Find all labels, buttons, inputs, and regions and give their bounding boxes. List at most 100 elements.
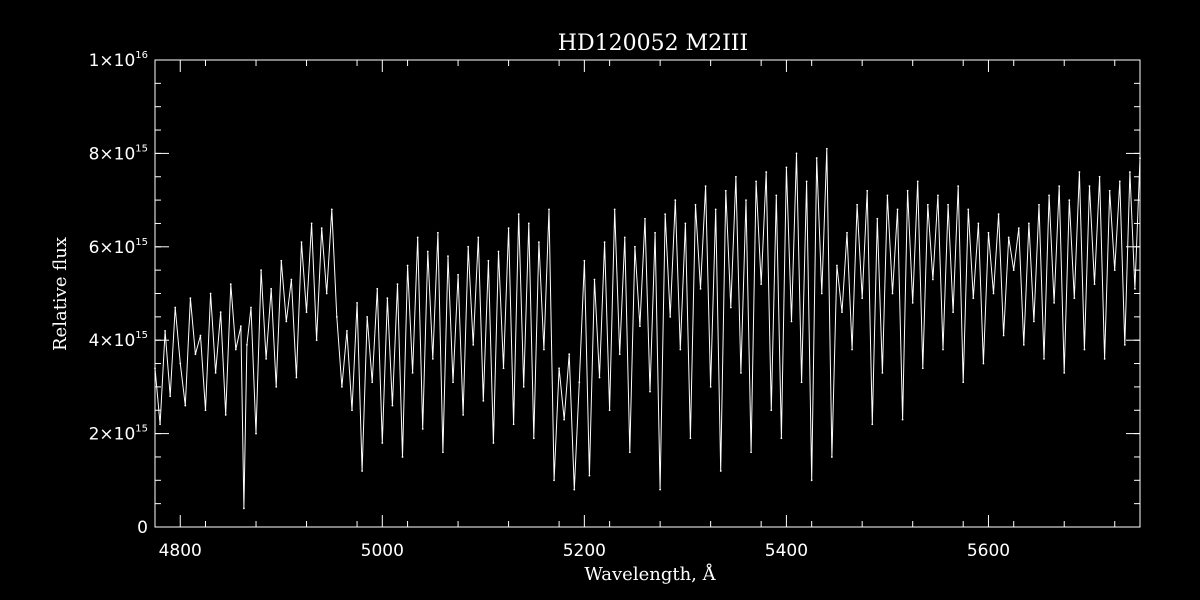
- spectrum-point: [714, 208, 717, 211]
- spectrum-point: [239, 325, 242, 328]
- spectrum-point: [1113, 269, 1116, 272]
- spectrum-point: [502, 367, 505, 370]
- spectrum-point: [659, 488, 662, 491]
- spectrum-point: [654, 231, 656, 234]
- spectrum-point: [548, 208, 550, 211]
- spectrum-point: [361, 470, 364, 472]
- spectrum-point: [598, 376, 601, 379]
- spectrum-point: [795, 152, 798, 155]
- spectrum-point: [553, 479, 555, 482]
- spectrum-point: [805, 180, 808, 183]
- spectrum-point: [452, 381, 454, 384]
- spectrum-point: [366, 315, 369, 318]
- spectrum-point: [563, 418, 566, 421]
- spectrum-point: [472, 343, 475, 346]
- spectrum-point: [583, 259, 586, 262]
- spectrum-point: [487, 259, 490, 262]
- spectrum-point: [371, 381, 374, 384]
- spectrum-point: [1093, 283, 1096, 286]
- spectrum-point: [224, 414, 227, 416]
- spectrum-point: [265, 357, 268, 360]
- spectrum-point: [462, 414, 465, 416]
- spectrum-point: [916, 180, 919, 183]
- spectrum-point: [204, 409, 207, 412]
- spectrum-point: [1083, 348, 1086, 351]
- spectrum-point: [785, 166, 788, 169]
- spectrum-point: [1098, 175, 1101, 178]
- spectrum-point: [593, 278, 596, 281]
- spectrum-point: [522, 386, 525, 388]
- spectrum-point: [699, 287, 702, 290]
- spectrum-point: [436, 231, 439, 234]
- spectrum-point: [1088, 185, 1091, 187]
- y-tick-label: 2×1015: [89, 424, 148, 445]
- spectrum-point: [260, 269, 262, 272]
- spectrum-point: [381, 442, 384, 444]
- spectrum-point: [740, 371, 742, 374]
- spectrum-point: [1002, 334, 1005, 337]
- spectrum-point: [820, 292, 823, 295]
- spectrum-point: [1123, 343, 1126, 346]
- spectrum-point: [846, 231, 848, 234]
- spectrum-point: [447, 255, 449, 258]
- spectrum-point: [1053, 301, 1056, 304]
- spectrum-point: [729, 306, 732, 309]
- spectrum-point: [164, 329, 167, 332]
- y-axis-ticks: 0 2×1015 4×1015 6×1015 8×1015 1×1016: [89, 50, 1140, 538]
- spectrum-point: [891, 292, 894, 295]
- spectrum-point: [921, 367, 924, 370]
- spectrum-point: [573, 488, 576, 491]
- spectrum-point: [836, 264, 838, 267]
- spectrum-point: [618, 353, 621, 356]
- spectrum-point: [517, 213, 520, 216]
- spectrum-point: [532, 437, 535, 440]
- spectrum-point: [724, 189, 727, 192]
- spectrum-point: [886, 194, 889, 197]
- spectrum-point: [305, 311, 308, 314]
- spectrum-point: [825, 147, 828, 150]
- spectrum-point: [497, 250, 500, 253]
- spectrum-point: [608, 409, 611, 412]
- spectrum-point: [315, 339, 318, 342]
- spectrum-point: [1128, 171, 1131, 173]
- y-tick-label: 4×1015: [89, 330, 148, 351]
- x-axis-ticks: 4800 5000 5200 5400 5600: [154, 60, 1116, 561]
- spectrum-point: [684, 222, 687, 225]
- spectrum-point: [830, 456, 833, 458]
- spectrum-point: [896, 208, 899, 211]
- spectrum-point: [558, 367, 561, 370]
- spectrum-point: [492, 442, 495, 444]
- spectrum-point: [325, 292, 328, 295]
- spectrum-point: [800, 381, 803, 384]
- spectrum-point: [815, 157, 818, 159]
- chart-title: HD120052 M2III: [558, 31, 748, 56]
- spectrum-point: [376, 287, 379, 290]
- spectrum-point: [810, 479, 813, 482]
- spectrum-point: [386, 297, 389, 300]
- y-tick-label: 8×1015: [89, 143, 148, 164]
- spectrum-point: [709, 386, 712, 388]
- spectrum-series: [154, 147, 1141, 510]
- spectrum-point: [255, 432, 257, 435]
- spectrum-point: [644, 217, 646, 220]
- spectrum-point: [507, 227, 510, 230]
- spectrum-point: [997, 213, 1000, 216]
- spectrum-point: [664, 213, 667, 216]
- y-tick-exponent: 15: [135, 330, 148, 341]
- y-tick-exponent: 15: [135, 143, 148, 154]
- spectrum-point: [1022, 343, 1025, 346]
- spectrum-point: [750, 451, 752, 454]
- spectrum-point: [1033, 320, 1035, 323]
- spectrum-point: [669, 315, 672, 318]
- spectrum-point: [246, 343, 248, 346]
- spectrum-point: [243, 507, 245, 510]
- spectrum-point: [416, 236, 419, 239]
- spectrum-point: [219, 311, 222, 314]
- spectrum-point: [1108, 189, 1111, 192]
- spectrum-point: [431, 357, 434, 360]
- spectrum-point: [1038, 203, 1040, 206]
- spectrum-point: [1017, 227, 1020, 230]
- spectrum-point: [426, 250, 429, 253]
